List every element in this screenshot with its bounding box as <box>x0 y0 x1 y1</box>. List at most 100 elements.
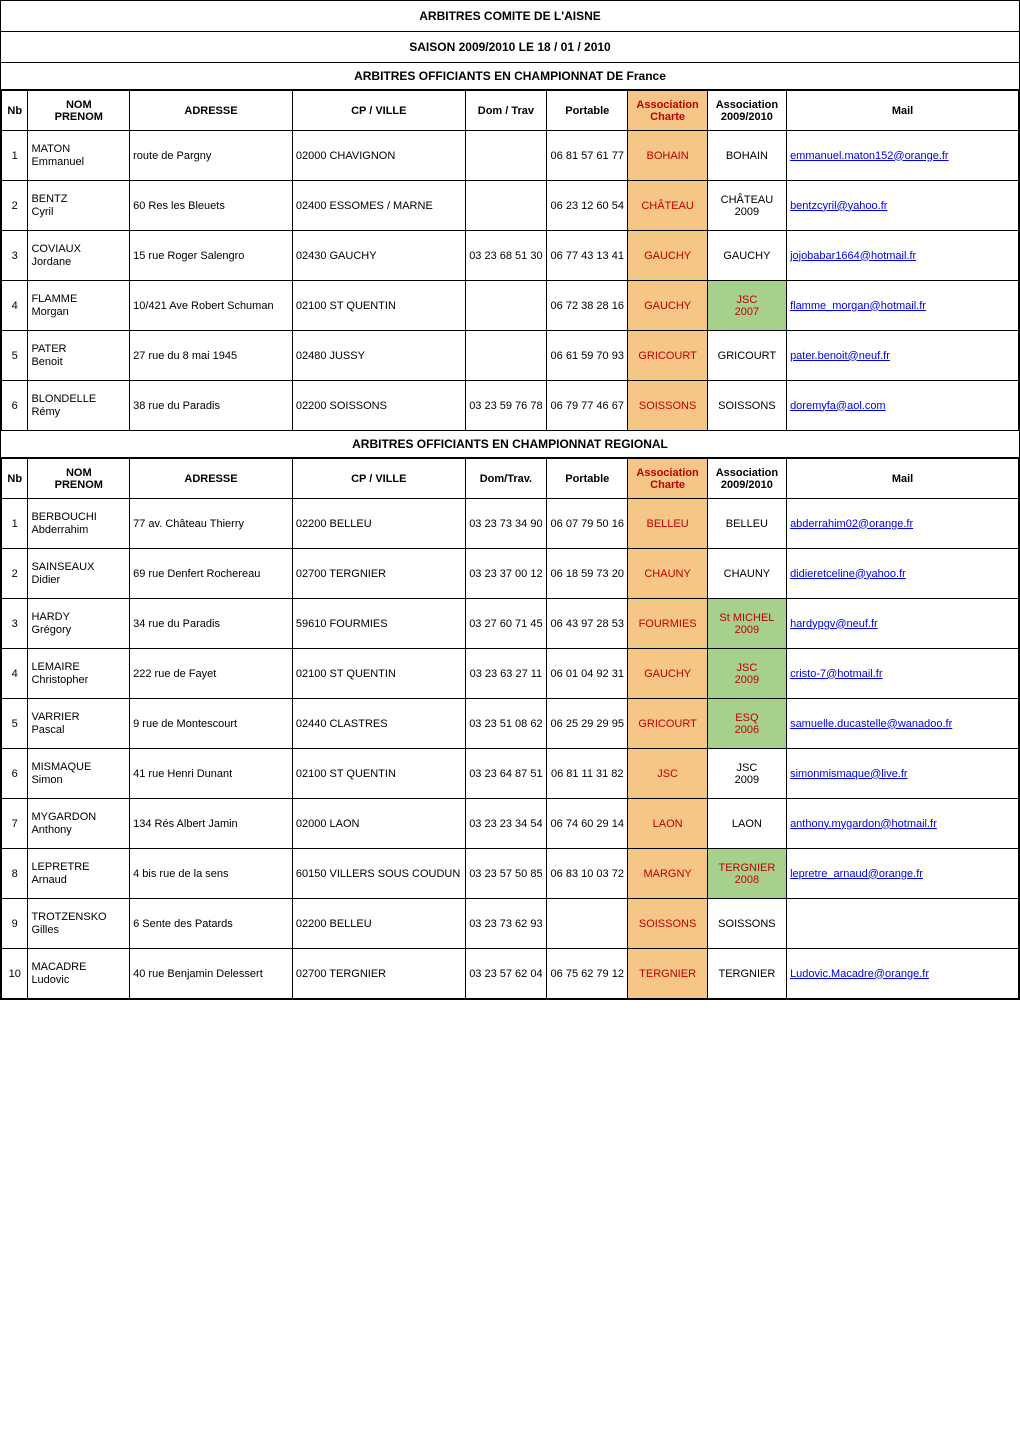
cell-cp-ville: 02430 GAUCHY <box>292 231 465 281</box>
cell-mail: anthony.mygardon@hotmail.fr <box>787 799 1019 849</box>
cell-dom: 03 23 73 34 90 <box>465 499 546 549</box>
cell-assoc-charte: JSC <box>628 749 707 799</box>
mail-link[interactable]: samuelle.ducastelle@wanadoo.fr <box>790 718 952 730</box>
cell-dom: 03 23 68 51 30 <box>465 231 546 281</box>
cell-assoc-annee: SOISSONS <box>707 899 786 949</box>
cell-assoc-annee: JSC2009 <box>707 749 786 799</box>
mail-link[interactable]: hardypgv@neuf.fr <box>790 618 878 630</box>
mail-link[interactable]: simonmismaque@live.fr <box>790 768 908 780</box>
cell-dom: 03 27 60 71 45 <box>465 599 546 649</box>
cell-mail: bentzcyril@yahoo.fr <box>787 181 1019 231</box>
sections-container: ARBITRES OFFICIANTS EN CHAMPIONNAT DE Fr… <box>1 63 1019 999</box>
cell-portable: 06 61 59 70 93 <box>547 331 628 381</box>
cell-portable: 06 18 59 73 20 <box>547 549 628 599</box>
cell-cp-ville: 02400 ESSOMES / MARNE <box>292 181 465 231</box>
mail-link[interactable]: pater.benoit@neuf.fr <box>790 350 890 362</box>
cell-assoc-annee: CHÂTEAU2009 <box>707 181 786 231</box>
mail-link[interactable]: doremyfa@aol.com <box>790 400 886 412</box>
mail-link[interactable]: bentzcyril@yahoo.fr <box>790 200 887 212</box>
mail-link[interactable]: jojobabar1664@hotmail.fr <box>790 250 916 262</box>
cell-nb: 1 <box>2 499 28 549</box>
cell-nb: 2 <box>2 181 28 231</box>
th-charte: AssociationCharte <box>628 459 707 499</box>
cell-cp-ville: 02700 TERGNIER <box>292 949 465 999</box>
cell-assoc-charte: SOISSONS <box>628 381 707 431</box>
section-heading: ARBITRES OFFICIANTS EN CHAMPIONNAT REGIO… <box>1 431 1019 458</box>
cell-mail: flamme_morgan@hotmail.fr <box>787 281 1019 331</box>
cell-dom <box>465 281 546 331</box>
cell-nom-prenom: COVIAUXJordane <box>28 231 130 281</box>
cell-mail: hardypgv@neuf.fr <box>787 599 1019 649</box>
cell-nb: 6 <box>2 749 28 799</box>
cell-nb: 10 <box>2 949 28 999</box>
mail-link[interactable]: flamme_morgan@hotmail.fr <box>790 300 926 312</box>
cell-cp-ville: 02200 BELLEU <box>292 499 465 549</box>
table-row: 9TROTZENSKOGilles6 Sente des Patards0220… <box>2 899 1019 949</box>
th-assoc: Association2009/2010 <box>707 459 786 499</box>
cell-cp-ville: 02480 JUSSY <box>292 331 465 381</box>
cell-mail: doremyfa@aol.com <box>787 381 1019 431</box>
cell-nb: 7 <box>2 799 28 849</box>
cell-portable: 06 23 12 60 54 <box>547 181 628 231</box>
cell-portable: 06 79 77 46 67 <box>547 381 628 431</box>
cell-cp-ville: 60150 VILLERS SOUS COUDUN <box>292 849 465 899</box>
cell-nb: 5 <box>2 331 28 381</box>
cell-mail: Ludovic.Macadre@orange.fr <box>787 949 1019 999</box>
mail-link[interactable]: Ludovic.Macadre@orange.fr <box>790 968 929 980</box>
cell-mail: cristo-7@hotmail.fr <box>787 649 1019 699</box>
cell-nb: 1 <box>2 131 28 181</box>
cell-adresse: 40 rue Benjamin Delessert <box>130 949 293 999</box>
cell-assoc-annee: TERGNIER <box>707 949 786 999</box>
cell-mail <box>787 899 1019 949</box>
cell-assoc-annee: JSC2009 <box>707 649 786 699</box>
cell-cp-ville: 02100 ST QUENTIN <box>292 281 465 331</box>
th-dom: Dom / Trav <box>465 91 546 131</box>
th-nb: Nb <box>2 91 28 131</box>
cell-mail: samuelle.ducastelle@wanadoo.fr <box>787 699 1019 749</box>
cell-nom-prenom: TROTZENSKOGilles <box>28 899 130 949</box>
table-header-row: NbNOMPRENOMADRESSECP / VILLEDom/Trav.Por… <box>2 459 1019 499</box>
mail-link[interactable]: didieretceline@yahoo.fr <box>790 568 906 580</box>
cell-portable: 06 81 11 31 82 <box>547 749 628 799</box>
th-nb: Nb <box>2 459 28 499</box>
cell-adresse: 134 Rés Albert Jamin <box>130 799 293 849</box>
cell-nom-prenom: PATERBenoit <box>28 331 130 381</box>
cell-assoc-annee: GRICOURT <box>707 331 786 381</box>
cell-nom-prenom: MATONEmmanuel <box>28 131 130 181</box>
cell-adresse: 38 rue du Paradis <box>130 381 293 431</box>
mail-link[interactable]: emmanuel.maton152@orange.fr <box>790 150 949 162</box>
cell-assoc-charte: LAON <box>628 799 707 849</box>
subtitle-text: SAISON 2009/2010 LE 18 / 01 / 2010 <box>409 40 610 54</box>
cell-mail: didieretceline@yahoo.fr <box>787 549 1019 599</box>
cell-nom-prenom: MISMAQUESimon <box>28 749 130 799</box>
mail-link[interactable]: anthony.mygardon@hotmail.fr <box>790 818 937 830</box>
cell-adresse: 9 rue de Montescourt <box>130 699 293 749</box>
cell-adresse: 10/421 Ave Robert Schuman <box>130 281 293 331</box>
table-row: 1MATONEmmanuelroute de Pargny02000 CHAVI… <box>2 131 1019 181</box>
mail-link[interactable]: lepretre_arnaud@orange.fr <box>790 868 923 880</box>
cell-assoc-annee: LAON <box>707 799 786 849</box>
cell-nb: 3 <box>2 231 28 281</box>
cell-assoc-charte: BOHAIN <box>628 131 707 181</box>
cell-assoc-charte: SOISSONS <box>628 899 707 949</box>
cell-portable: 06 43 97 28 53 <box>547 599 628 649</box>
cell-assoc-annee: BELLEU <box>707 499 786 549</box>
table-row: 5VARRIERPascal9 rue de Montescourt02440 … <box>2 699 1019 749</box>
cell-assoc-annee: BOHAIN <box>707 131 786 181</box>
cell-assoc-charte: MARGNY <box>628 849 707 899</box>
cell-portable: 06 25 29 29 95 <box>547 699 628 749</box>
cell-portable: 06 74 60 29 14 <box>547 799 628 849</box>
cell-mail: jojobabar1664@hotmail.fr <box>787 231 1019 281</box>
th-dom: Dom/Trav. <box>465 459 546 499</box>
cell-mail: pater.benoit@neuf.fr <box>787 331 1019 381</box>
cell-dom: 03 23 73 62 93 <box>465 899 546 949</box>
cell-nom-prenom: BENTZCyril <box>28 181 130 231</box>
mail-link[interactable]: cristo-7@hotmail.fr <box>790 668 882 680</box>
cell-assoc-charte: TERGNIER <box>628 949 707 999</box>
table-row: 5PATERBenoit27 rue du 8 mai 194502480 JU… <box>2 331 1019 381</box>
cell-nom-prenom: FLAMMEMorgan <box>28 281 130 331</box>
cell-nom-prenom: MACADRELudovic <box>28 949 130 999</box>
cell-nb: 3 <box>2 599 28 649</box>
th-adresse: ADRESSE <box>130 91 293 131</box>
mail-link[interactable]: abderrahim02@orange.fr <box>790 518 913 530</box>
